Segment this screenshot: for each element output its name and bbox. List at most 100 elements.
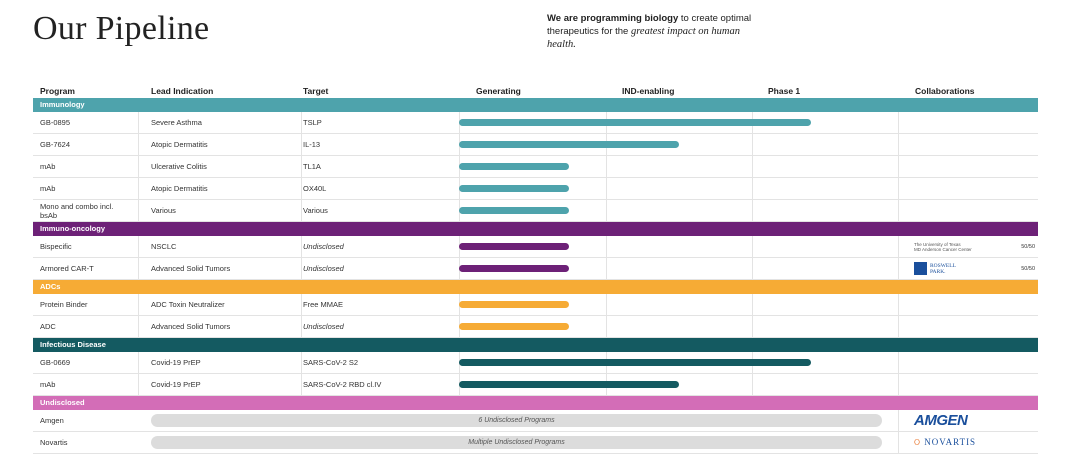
progress-bar [459, 381, 679, 388]
table-row: mAb Atopic Dermatitis OX40L [33, 178, 1038, 200]
lead-indication: Atopic Dermatitis [151, 140, 208, 149]
column-divider [138, 316, 139, 337]
column-divider [138, 200, 139, 221]
column-divider [898, 258, 899, 279]
lead-indication: Covid-19 PrEP [151, 380, 201, 389]
program-name: GB-0895 [40, 118, 71, 127]
page-title: Our Pipeline [33, 10, 210, 47]
tagline-italic: greatest impact on human health. [547, 26, 740, 50]
col-target: Target [303, 86, 329, 96]
table-row: Protein Binder ADC Toxin Neutralizer Free … [33, 294, 1038, 316]
section-header-infectious: Infectious Disease [33, 338, 1038, 352]
section-header-undisclosed: Undisclosed [33, 396, 1038, 410]
table-row: GB-0895 Severe Asthma TSLP [33, 112, 1038, 134]
target: SARS-CoV-2 RBD cl.IV [303, 380, 382, 389]
col-phase1: Phase 1 [768, 86, 801, 96]
program-name: GB-7624 [40, 140, 71, 149]
section-header-adcs: ADCs [33, 280, 1038, 294]
lead-indication: Atopic Dermatitis [151, 184, 208, 193]
column-divider [898, 294, 899, 315]
column-headers: Program Lead Indication Target Generatin… [33, 86, 1038, 98]
section-label: Immunology [40, 100, 85, 109]
column-divider [898, 200, 899, 221]
progress-bar [459, 323, 569, 330]
target: Free MMAE [303, 300, 344, 309]
lead-indication: Various [151, 206, 176, 215]
column-divider [898, 178, 899, 199]
progress-bar [459, 301, 569, 308]
target: TSLP [303, 118, 322, 127]
section-label: Infectious Disease [40, 340, 106, 349]
program-name: Amgen [40, 416, 64, 425]
progress-bar [459, 359, 811, 366]
target: SARS-CoV-2 S2 [303, 358, 359, 367]
md-anderson-logo: The University of Texas MD Anderson Cance… [914, 242, 972, 252]
section-header-immunology: Immunology [33, 98, 1038, 112]
novartis-logo: ଠ NOVARTIS [914, 437, 976, 448]
column-divider [138, 294, 139, 315]
progress-bar [459, 207, 569, 214]
column-divider [752, 200, 753, 221]
column-divider [138, 236, 139, 257]
section-label: Undisclosed [40, 398, 85, 407]
column-divider [138, 112, 139, 133]
lead-indication: Severe Asthma [151, 118, 202, 127]
progress-bar [459, 141, 679, 148]
program-name: ADC [40, 322, 56, 331]
column-divider [301, 112, 302, 133]
progress-bar [459, 185, 569, 192]
progress-bar [459, 163, 569, 170]
column-divider [752, 236, 753, 257]
column-divider [301, 352, 302, 373]
col-collaborations: Collaborations [915, 86, 975, 96]
progress-bar [459, 243, 569, 250]
col-indication: Lead Indication [151, 86, 214, 96]
column-divider [752, 258, 753, 279]
column-divider [898, 432, 899, 453]
novartis-text: NOVARTIS [924, 437, 977, 447]
program-name: Protein Binder [40, 300, 88, 309]
progress-bar [459, 265, 569, 272]
table-row: Novartis Multiple Undisclosed Programs ଠ N… [33, 432, 1038, 454]
column-divider [606, 258, 607, 279]
target: Undisclosed [303, 264, 344, 273]
table-row: ADC Advanced Solid Tumors Undisclosed [33, 316, 1038, 338]
undisclosed-programs-pill: 6 Undisclosed Programs [151, 414, 882, 427]
table-row: Bispecific NSCLC Undisclosed The University… [33, 236, 1038, 258]
program-name: mAb [40, 380, 56, 389]
column-divider [138, 352, 139, 373]
program-name: Mono and combo incl. bsAb [40, 201, 114, 220]
logo-line: MD Anderson Cancer Center [914, 246, 972, 252]
lead-indication: NSCLC [151, 242, 177, 251]
column-divider [898, 352, 899, 373]
column-divider [898, 236, 899, 257]
column-divider [138, 156, 139, 177]
column-divider [752, 374, 753, 395]
collab-split: 50/50 [1021, 243, 1035, 250]
column-divider [301, 236, 302, 257]
column-divider [606, 200, 607, 221]
col-ind-enabling: IND-enabling [622, 86, 675, 96]
column-divider [301, 294, 302, 315]
logo-line: ROSWELL [930, 262, 956, 269]
column-divider [301, 156, 302, 177]
program-name: Bispecific [40, 242, 72, 251]
column-divider [606, 294, 607, 315]
lead-indication: Advanced Solid Tumors [151, 322, 231, 331]
column-divider [301, 316, 302, 337]
program-name: Novartis [40, 438, 68, 447]
column-divider [301, 178, 302, 199]
column-divider [138, 258, 139, 279]
lead-indication: Covid-19 PrEP [151, 358, 201, 367]
column-divider [606, 178, 607, 199]
section-label: Immuno-oncology [40, 224, 105, 233]
target: IL-13 [303, 140, 321, 149]
lead-indication: ADC Toxin Neutralizer [151, 300, 225, 309]
table-row: Amgen 6 Undisclosed Programs AMGEN [33, 410, 1038, 432]
column-divider [138, 134, 139, 155]
program-name: Armored CAR-T [40, 264, 94, 273]
collaboration-logo: ROSWELL PARK. 50/50 [914, 258, 1038, 279]
table-row: GB-7624 Atopic Dermatitis IL-13 [33, 134, 1038, 156]
table-row: Mono and combo incl. bsAb Various Various [33, 200, 1038, 222]
target: Various [303, 206, 328, 215]
